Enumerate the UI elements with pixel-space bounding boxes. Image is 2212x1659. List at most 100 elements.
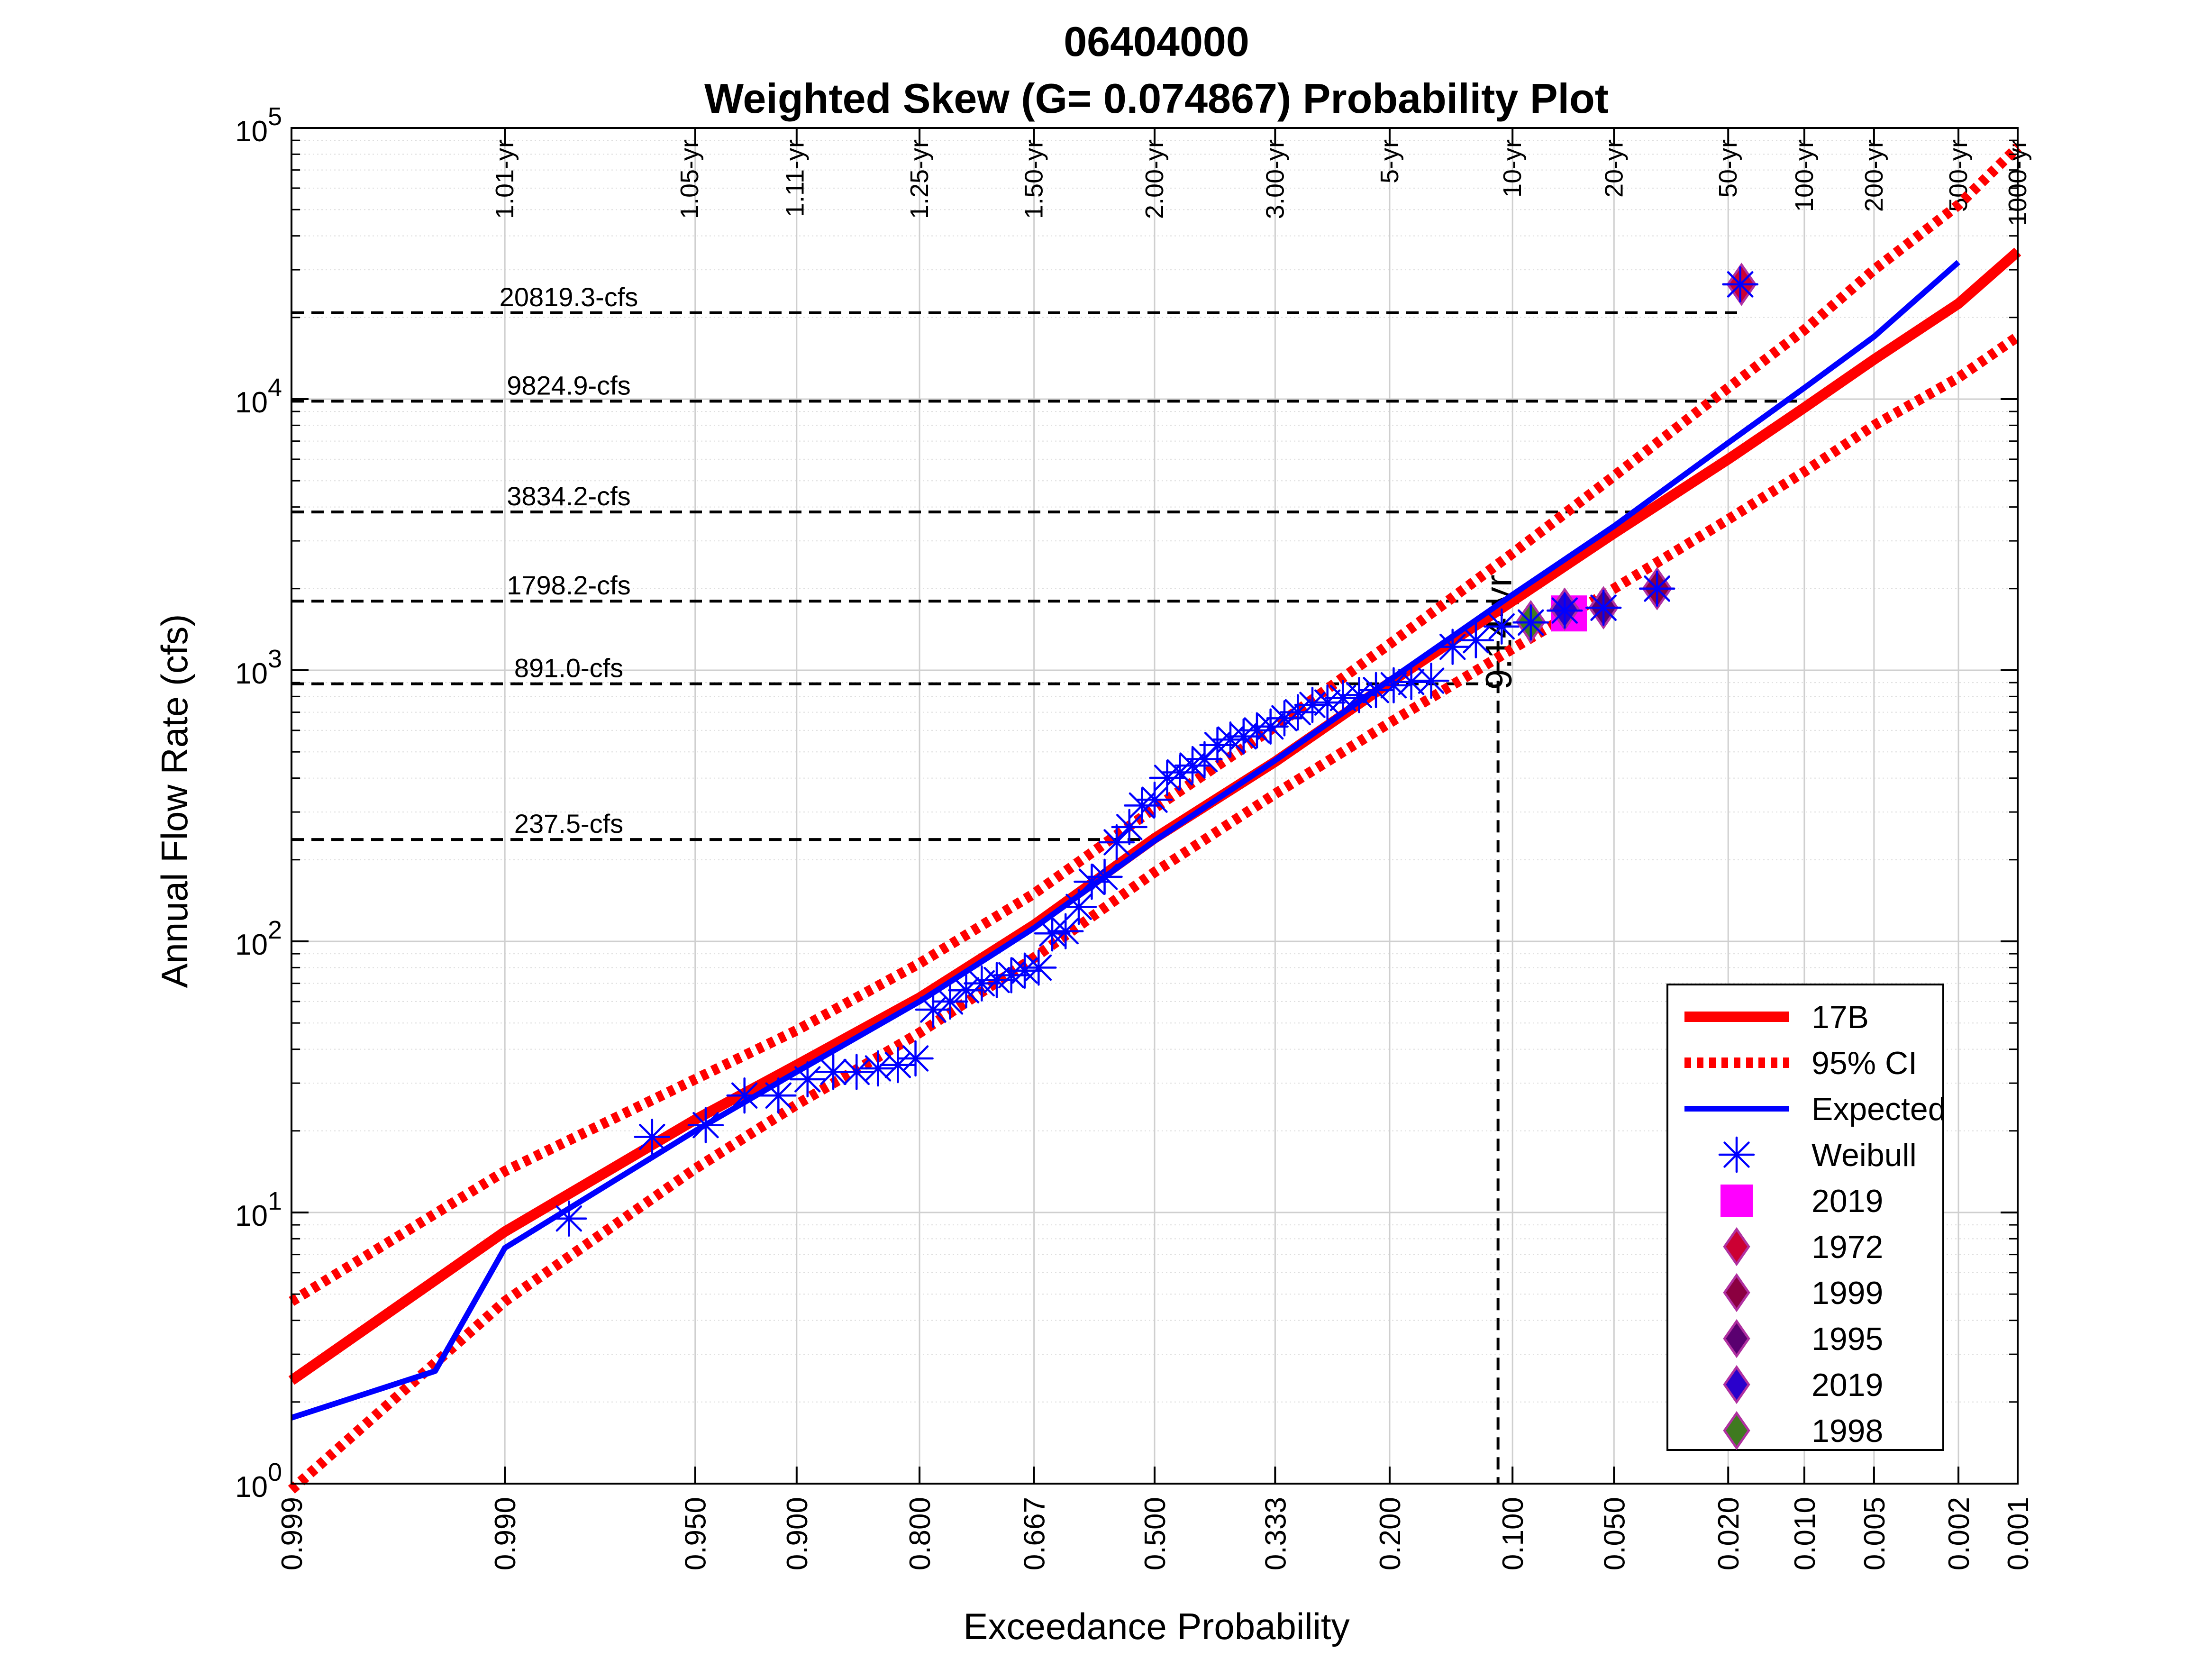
return-period-label: 1.25-yr [905,139,934,219]
return-period-label: 1.50-yr [1020,139,1048,219]
weibull-point [993,957,1029,994]
weibull-point [1357,672,1394,709]
flow-reference-label: 891.0-cfs [514,653,623,683]
weibull-point [1199,727,1236,763]
return-period-label: 1.11-yr [781,139,809,217]
weibull-point [1457,622,1494,658]
weibull-point-stroke [820,1058,847,1085]
weibull-point [1098,824,1135,861]
weibull-point-stroke [1363,677,1389,703]
weibull-point-stroke [1551,597,1578,624]
return-period-label: 50-yr [1714,139,1742,198]
x-tick-label: 0.001 [2002,1497,2035,1570]
highlight-marker-diamond [1723,1227,1750,1267]
y-tick-exponent: 1 [268,1187,282,1215]
weibull-point-stroke [1346,682,1373,709]
weibull-point-stroke [1230,723,1257,750]
legend-entry-label: 95% CI [1811,1045,1917,1081]
weibull-point [1020,949,1057,986]
return-period-label: 3.00-yr [1261,139,1289,219]
weibull-point [1060,889,1097,925]
legend-entry-label: 1998 [1811,1413,1883,1449]
return-period-label: 200-yr [1860,139,1888,212]
weibull-point [1393,664,1429,701]
weibull-point-stroke [1518,609,1544,636]
chart-subtitle: Weighted Skew (G= 0.074867) Probability … [704,75,1609,122]
flow-reference-label: 9824.9-cfs [507,370,631,400]
weibull-point [1718,1136,1755,1173]
weibull-point-stroke [1380,672,1407,699]
weibull-point [1585,589,1622,626]
highlight-marker-diamond [1723,1365,1750,1404]
weibull-point-stroke [1141,786,1168,813]
weibull-point [1280,694,1316,730]
weibull-point [634,1119,671,1155]
flow-reference-label: 3834.2-cfs [507,481,631,511]
x-tick-label: 0.002 [1943,1497,1975,1570]
weibull-point [1484,608,1520,645]
weibull-point-stroke [731,1082,758,1109]
y-tick-label: 103 [235,645,282,690]
y-tick-base: 10 [235,929,268,961]
weibull-point-stroke [843,1058,870,1085]
x-tick-label: 0.999 [276,1497,309,1570]
highlight-marker-diamond [1723,1273,1750,1313]
weibull-point [1547,592,1583,629]
series-line [289,143,2021,1306]
weibull-point [1266,700,1303,737]
flow-reference-label: 1798.2-cfs [507,570,631,600]
weibull-point [1225,718,1262,755]
weibull-point-stroke [998,962,1025,989]
x-tick-label: 0.500 [1139,1497,1172,1570]
weibull-point [1413,662,1449,699]
weibull-point [551,1200,587,1237]
weibull-point [1512,604,1549,641]
weibull-point [1375,667,1412,704]
y-tick-label: 101 [235,1187,282,1232]
weibull-point-stroke [1314,689,1341,716]
x-tick-label: 0.667 [1019,1497,1051,1570]
y-tick-label: 102 [235,916,282,961]
weibull-point [1639,570,1675,607]
weibull-point-stroke [884,1052,911,1078]
weibull-point [1149,759,1185,796]
weibull-point [838,1054,875,1090]
weibull-point [897,1040,934,1077]
y-tick-label: 100 [235,1458,282,1504]
weibull-point [948,972,984,1009]
weibull-point [1086,858,1123,895]
weibull-point-stroke [953,977,980,1003]
weibull-point-stroke [1463,627,1489,654]
y-tick-exponent: 3 [268,645,282,673]
weibull-point [1111,809,1148,846]
return-period-label: 1.05-yr [675,139,704,219]
legend-entry-label: 17B [1811,999,1869,1035]
return-period-label: 100-yr [1790,139,1819,212]
x-tick-label: 0.950 [680,1497,712,1570]
y-tick-exponent: 2 [268,916,282,944]
weibull-point [1722,266,1758,303]
x-tick-label: 0.020 [1712,1497,1745,1570]
weibull-point [726,1077,763,1114]
weibull-point-stroke [968,970,995,997]
chart-title: 06404000 [1064,18,1249,65]
return-period-label: 20-yr [1600,139,1628,198]
weibull-point-stroke [1398,669,1425,695]
weibull-point-stroke [639,1123,665,1150]
y-tick-base: 10 [235,386,268,419]
weibull-point [880,1047,916,1084]
legend-entry-label: 2019 [1811,1367,1883,1403]
weibull-point [1325,680,1361,716]
weibull-point-stroke [1439,633,1466,660]
weibull-point [1212,721,1249,758]
flow-reference-label: 237.5-cfs [514,809,623,839]
y-tick-base: 10 [235,1471,268,1504]
highlight-marker-diamond [1723,1319,1750,1358]
y-tick-label: 104 [235,374,282,419]
weibull-point-stroke [1078,868,1105,895]
weibull-point [789,1061,826,1098]
weibull-point [1124,787,1160,824]
weibull-point-stroke [1166,759,1193,786]
legend-entry-label: 1999 [1811,1275,1883,1311]
